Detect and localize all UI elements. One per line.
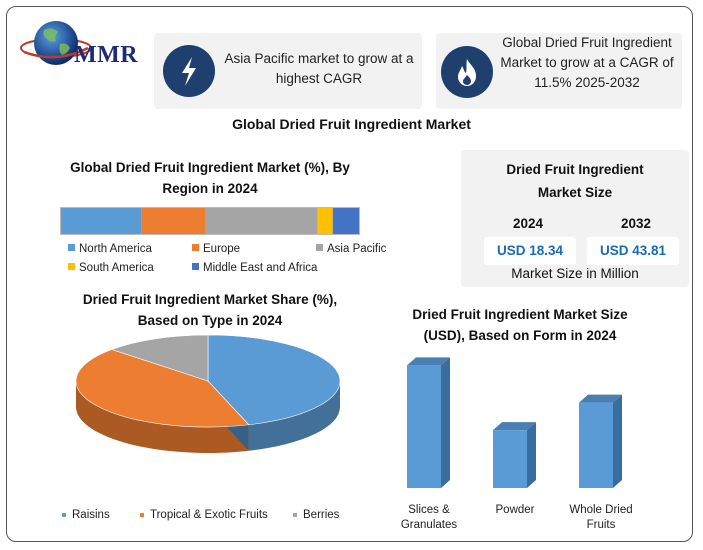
- form-chart-title-line: Dried Fruit Ingredient Market Size: [412, 307, 628, 322]
- bar-segment: [332, 207, 360, 235]
- bar-top: [407, 357, 450, 366]
- x-tick-label: Slices &: [408, 504, 450, 516]
- value-2032: USD 43.81: [587, 237, 679, 265]
- region-chart-title-line: Global Dried Fruit Ingredient Market (%)…: [70, 160, 350, 175]
- type-chart-title: Dried Fruit Ingredient Market Share (%),…: [40, 289, 380, 331]
- legend-swatch: [293, 513, 297, 517]
- legend-swatch: [192, 263, 199, 270]
- callout-text: Asia Pacific market to grow at a highest…: [220, 49, 418, 89]
- legend-item: Asia Pacific: [316, 243, 386, 255]
- value-2024: USD 18.34: [484, 237, 576, 265]
- callout-icon-circle: [163, 45, 215, 97]
- bar-side: [441, 357, 450, 488]
- bar: [407, 365, 441, 488]
- logo-text: MMR: [74, 42, 139, 68]
- legend-item: South America: [68, 262, 154, 274]
- callout-text-line: 11.5% 2025-2032: [534, 75, 640, 90]
- legend-label: Asia Pacific: [327, 243, 387, 255]
- legend-label: Raisins: [72, 509, 110, 521]
- legend-swatch: [192, 244, 199, 251]
- legend-item: North America: [68, 243, 152, 255]
- globe-icon: [20, 21, 92, 65]
- bar-segment: [141, 207, 206, 235]
- bar-top: [579, 394, 622, 403]
- x-tick-label: Granulates: [401, 519, 458, 531]
- pie-slice: [75, 349, 250, 428]
- bar-segment: [60, 207, 142, 235]
- form-chart-title: Dried Fruit Ingredient Market Size (USD)…: [370, 304, 670, 346]
- legend-label: North America: [79, 243, 152, 255]
- bar: [579, 402, 613, 488]
- legend-item: Berries: [293, 509, 339, 521]
- market-size-panel: Dried Fruit Ingredient Market Size 2024 …: [461, 150, 689, 287]
- callout-text-line: highest CAGR: [275, 71, 363, 86]
- type-chart-title-line: Based on Type in 2024: [137, 313, 283, 328]
- pie-slice: [110, 334, 209, 382]
- region-chart-title: Global Dried Fruit Ingredient Market (%)…: [40, 157, 380, 199]
- legend-label: Middle East and Africa: [203, 262, 318, 274]
- legend-label: Europe: [203, 243, 241, 255]
- callout-asia-pacific: Asia Pacific market to grow at a highest…: [154, 33, 422, 109]
- form-bar-chart: Slices & Granulates Powder Whole Dried Fruit…: [401, 357, 633, 531]
- market-size-title: Dried Fruit Ingredient Market Size: [461, 158, 689, 204]
- page-title: Global Dried Fruit Ingredient Market: [232, 116, 471, 132]
- bar-side: [613, 394, 622, 488]
- legend-item: Tropical & Exotic Fruits: [140, 509, 268, 521]
- form-chart-title-line: (USD), Based on Form in 2024: [423, 328, 617, 343]
- market-size-title-line: Market Size: [537, 185, 613, 200]
- legend-swatch: [68, 244, 75, 251]
- callout-text: Global Dried Fruit Ingredient Market to …: [494, 33, 680, 93]
- bar-side: [527, 422, 536, 488]
- market-size-unit: Market Size in Million: [511, 266, 639, 281]
- legend-swatch: [62, 513, 66, 517]
- legend-item: Raisins: [62, 509, 110, 521]
- pie-slice: [207, 334, 341, 426]
- bar: [493, 430, 527, 488]
- legend-swatch: [316, 244, 323, 251]
- x-tick-label: Fruits: [587, 519, 616, 531]
- type-pie-chart: [75, 334, 341, 453]
- bar-segment: [205, 207, 318, 235]
- outer-frame: [6, 6, 693, 542]
- legend-swatch: [68, 263, 75, 270]
- lightning-icon: [182, 57, 196, 86]
- year-2024-label: 2024: [513, 216, 544, 231]
- type-chart-title-line: Dried Fruit Ingredient Market Share (%),: [82, 292, 338, 307]
- callout-text-line: Market to grow at a CAGR of: [500, 55, 674, 70]
- pie-slice-side: [76, 381, 249, 453]
- year-2032-label: 2032: [621, 216, 652, 231]
- x-tick-label: Powder: [496, 504, 535, 516]
- bar-segment: [317, 207, 333, 235]
- brand-logo: MMR: [16, 18, 146, 74]
- legend-swatch: [140, 513, 144, 517]
- x-tick-label: Whole Dried: [569, 504, 632, 516]
- callout-text-line: Asia Pacific market to grow at a: [224, 51, 414, 66]
- legend-label: Berries: [303, 509, 340, 521]
- callout-icon-circle: [441, 46, 493, 98]
- region-chart-title-line: Region in 2024: [162, 181, 258, 196]
- bar-top: [493, 422, 536, 431]
- callout-text-line: Global Dried Fruit Ingredient: [502, 35, 672, 50]
- bar-outline: [60, 207, 360, 235]
- legend-label: Tropical & Exotic Fruits: [150, 509, 268, 521]
- legend-item: Europe: [192, 243, 240, 255]
- callout-cagr: Global Dried Fruit Ingredient Market to …: [436, 33, 682, 109]
- legend-label: South America: [79, 262, 154, 274]
- region-stacked-bar: [60, 207, 360, 235]
- legend-item: Middle East and Africa: [192, 262, 317, 274]
- flame-icon: [458, 59, 476, 86]
- market-size-title-line: Dried Fruit Ingredient: [506, 162, 644, 177]
